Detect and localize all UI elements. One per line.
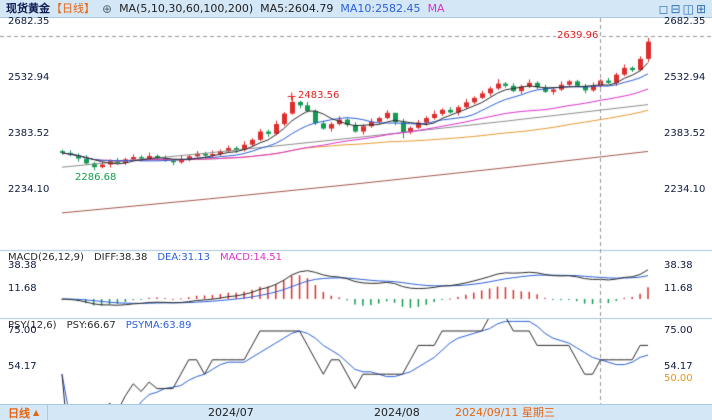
ma5-value: MA5:2604.79 xyxy=(260,1,334,15)
price-annotation-highest: 2639.96 xyxy=(556,30,600,41)
price-annotation-lowest: 2286.68 xyxy=(74,172,118,183)
x-axis-label-july: 2024/07 xyxy=(208,406,254,419)
psy-axis-label: 54.17 xyxy=(664,361,693,372)
psy-axis-label: 75.00 xyxy=(664,325,693,336)
macd-axis-label: 38.38 xyxy=(664,260,693,271)
macd-axis-label: 11.68 xyxy=(664,283,693,294)
macd-indicator-header[interactable]: MACD(26,12,9) DIFF:38.38 DEA:31.13 MACD:… xyxy=(8,252,282,264)
y-axis-label: 2682.35 xyxy=(8,16,50,27)
ma10-value: MA10:2582.45 xyxy=(340,1,421,15)
period-selector[interactable]: 日线 ▲ xyxy=(0,405,49,420)
indicator-settings-icon[interactable]: ⊕ xyxy=(102,1,113,16)
split-vertical-icon[interactable]: ◫ xyxy=(682,1,694,16)
ma-params-label[interactable]: MA(5,10,30,60,100,200) xyxy=(119,1,254,15)
chart-canvas[interactable] xyxy=(0,18,712,404)
macd-axis-label: 38.38 xyxy=(8,260,37,271)
single-view-icon[interactable]: ◻ xyxy=(658,1,669,16)
y-axis-label: 2532.94 xyxy=(8,72,50,83)
macd-value: MACD:14.51 xyxy=(220,252,282,263)
psy-value: PSY:66.67 xyxy=(66,320,116,331)
macd-axis-label: 11.68 xyxy=(8,283,37,294)
dropdown-arrow-icon: ▲ xyxy=(33,408,40,417)
price-annotation-peak: 2483.56 xyxy=(297,90,341,101)
x-axis-label-highlighted-date: 2024/09/11 星期三 xyxy=(455,406,555,419)
view-toolbar: ◻ ⊟ ◫ ⊞ xyxy=(659,2,706,16)
psyma-value: PSYMA:63.89 xyxy=(125,320,192,331)
psy-indicator-header[interactable]: PSY(12,6) PSY:66.67 PSYMA:63.89 xyxy=(8,320,192,332)
y-axis-label: 2682.35 xyxy=(664,16,706,27)
y-axis-label: 2383.52 xyxy=(664,128,706,139)
x-axis-label-august: 2024/08 xyxy=(374,406,420,419)
y-axis-label: 2383.52 xyxy=(8,128,50,139)
y-axis-label: 2234.10 xyxy=(8,184,50,195)
psy-50-axis-label: 50.00 xyxy=(664,373,693,384)
period-selector-label: 日线 xyxy=(8,406,30,420)
psy-params: PSY(12,6) xyxy=(8,320,57,331)
period-label[interactable]: 【日线】 xyxy=(51,1,95,15)
time-axis-bar: 日线 ▲ 2024/07 2024/08 2024/09/11 星期三 xyxy=(0,404,712,420)
macd-diff-value: DIFF:38.38 xyxy=(93,252,148,263)
grid-view-icon[interactable]: ⊞ xyxy=(695,1,706,16)
split-horizontal-icon[interactable]: ⊟ xyxy=(670,1,681,16)
macd-params: MACD(26,12,9) xyxy=(8,252,84,263)
y-axis-label: 2234.10 xyxy=(664,184,706,195)
chart-header: 现货黄金 【日线】 ⊕ MA(5,10,30,60,100,200) MA5:2… xyxy=(0,0,712,18)
psy-axis-label: 75.00 xyxy=(8,325,37,336)
ma30-value-truncated: MA xyxy=(427,1,445,15)
psy-axis-label: 54.17 xyxy=(8,361,37,372)
chart-area: 2682.35 2532.94 2383.52 2234.10 2682.35 … xyxy=(0,16,712,404)
instrument-title: 现货黄金 xyxy=(6,1,50,15)
macd-dea-value: DEA:31.13 xyxy=(157,252,211,263)
y-axis-label: 2532.94 xyxy=(664,72,706,83)
